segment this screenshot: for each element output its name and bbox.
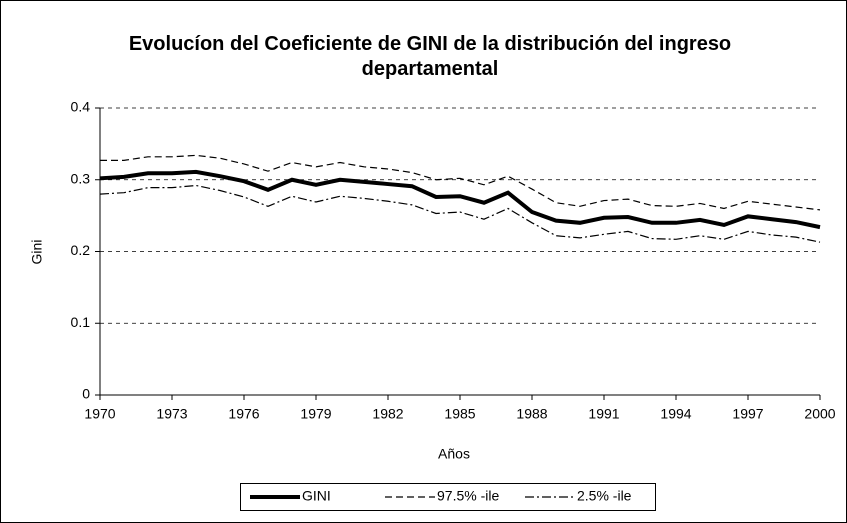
y-tick-label: 0: [82, 386, 90, 402]
x-tick-label: 1979: [300, 406, 331, 422]
x-axis-label: Años: [438, 446, 470, 462]
x-tick-label: 1970: [84, 406, 115, 422]
y-tick-label: 0.1: [71, 314, 91, 330]
y-axis-label: Gini: [29, 240, 45, 265]
series-line: [99, 184, 821, 243]
x-tick-label: 1982: [372, 406, 403, 422]
y-tick-label: 0.2: [71, 242, 91, 258]
y-tick-label: 0.4: [71, 99, 91, 115]
x-tick-label: 1994: [660, 406, 691, 422]
legend-label: 97.5% -ile: [437, 488, 499, 504]
chart-title: Evolucíon del Coeficiente de GINI de la …: [128, 33, 732, 80]
x-tick-label: 1985: [444, 406, 475, 422]
legend-label: 2.5% -ile: [577, 488, 632, 504]
series-line: [100, 154, 821, 211]
x-tick-label: 2000: [804, 406, 835, 422]
x-tick-label: 1991: [588, 406, 619, 422]
series-line: [99, 169, 821, 230]
x-tick-label: 1976: [228, 406, 259, 422]
x-tick-label: 1988: [516, 406, 547, 422]
legend-label: GINI: [302, 488, 331, 504]
x-tick-label: 1973: [156, 406, 187, 422]
legend-box: [240, 483, 656, 511]
x-tick-label: 1997: [732, 406, 763, 422]
y-tick-label: 0.3: [71, 170, 91, 186]
